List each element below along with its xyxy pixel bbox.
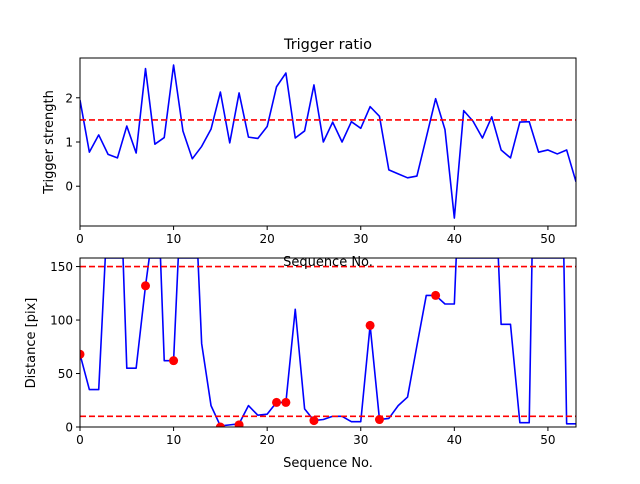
bottom-chart-panel: 0 10 20 30 40 50 0 50 100 150	[50, 257, 577, 447]
top-chart-x-axis-label: Sequence No.	[283, 255, 373, 270]
bottom-chart-y-tick-label: 50	[58, 367, 73, 381]
top-chart-y-axis-label: Trigger strength	[42, 90, 57, 195]
bottom-chart-marker-point	[374, 415, 384, 425]
bottom-chart-marker-point	[272, 397, 282, 407]
bottom-chart-y-tick-label: 0	[65, 421, 73, 435]
bottom-chart-x-tick-label: 0	[76, 433, 84, 447]
top-chart-y-tick-label: 2	[65, 91, 73, 105]
bottom-chart-marker-point	[431, 290, 441, 300]
bottom-chart-marker-point	[234, 420, 244, 427]
top-chart-panel: 0 10 20 30 40 50 0 1 2	[65, 57, 577, 246]
bottom-chart-x-tick-label: 30	[353, 433, 368, 447]
top-chart-x-tick-label: 0	[76, 232, 84, 246]
top-chart-x-tick-label: 20	[260, 232, 275, 246]
top-chart-series-line	[80, 64, 576, 219]
bottom-chart-marker-point	[80, 349, 85, 359]
top-chart-x-tick-label: 50	[540, 232, 555, 246]
bottom-chart-plot-area	[80, 258, 576, 427]
bottom-chart-x-tick-label: 20	[260, 433, 275, 447]
top-chart-x-tick-label: 10	[166, 232, 181, 246]
bottom-chart-series-line	[80, 258, 576, 427]
bottom-chart-marker-point	[309, 416, 319, 426]
bottom-chart-y-axis-label: Distance [pix]	[24, 298, 39, 389]
top-chart-plot-area	[80, 64, 576, 219]
top-chart-x-tick-label: 40	[447, 232, 462, 246]
bottom-chart-marker-point	[141, 281, 151, 291]
top-chart-title: Trigger ratio	[283, 37, 372, 53]
bottom-chart-x-tick-label: 10	[166, 433, 181, 447]
bottom-chart-marker-point	[281, 397, 291, 407]
top-chart-y-tick-label: 0	[65, 180, 73, 194]
bottom-chart-marker-point	[169, 356, 179, 366]
top-chart-y-tick-label: 1	[65, 136, 73, 150]
bottom-chart-x-tick-label: 50	[540, 433, 555, 447]
bottom-chart-x-axis-label: Sequence No.	[283, 456, 373, 471]
bottom-chart-y-tick-label: 100	[50, 314, 73, 328]
bottom-chart-x-tick-label: 40	[447, 433, 462, 447]
bottom-chart-axes-frame	[79, 257, 577, 428]
bottom-chart-y-tick-label: 150	[50, 260, 73, 274]
bottom-chart-marker-point	[365, 320, 375, 330]
top-chart-x-tick-label: 30	[353, 232, 368, 246]
bottom-chart-marker-point	[215, 422, 225, 427]
